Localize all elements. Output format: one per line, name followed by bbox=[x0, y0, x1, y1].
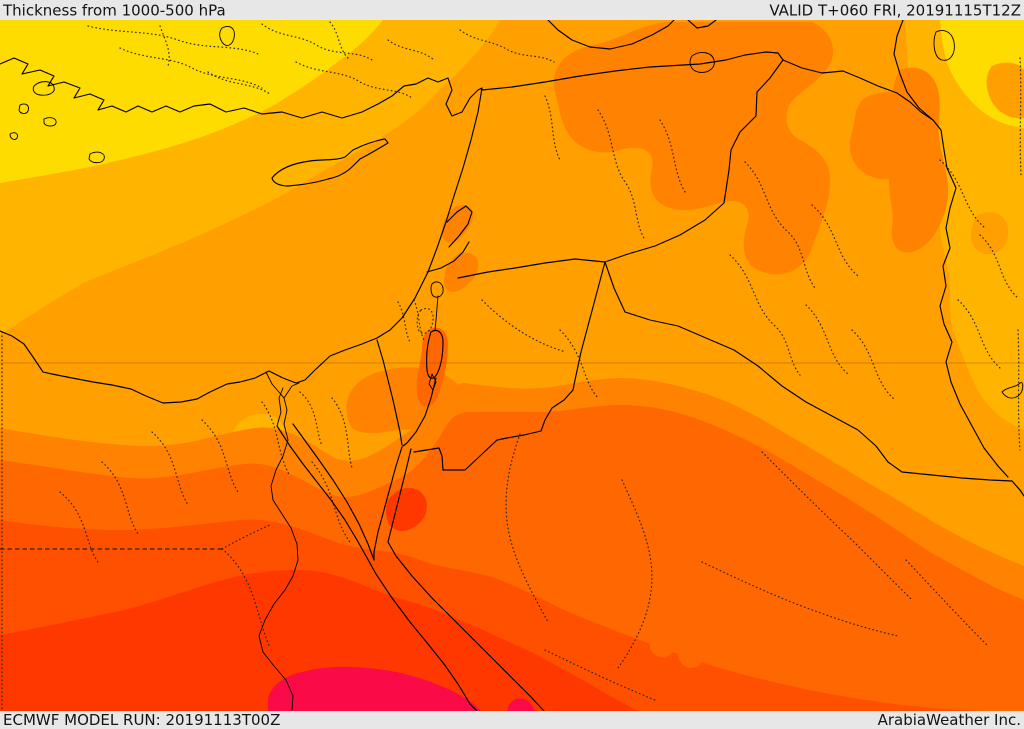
lake-galilee bbox=[430, 281, 444, 298]
border-israel-egypt bbox=[376, 339, 403, 446]
patch-orange-red-spot-1 bbox=[650, 632, 676, 658]
admin-border bbox=[329, 21, 349, 59]
patch-orange-iran bbox=[986, 62, 1024, 119]
coastline-mediterranean bbox=[0, 57, 483, 404]
admin-border-west-bank bbox=[416, 307, 434, 334]
border-israel-jordan-arava bbox=[402, 377, 437, 447]
island-cyprus bbox=[271, 138, 389, 187]
island-rhodes bbox=[88, 151, 105, 164]
coastline-red-sea-east bbox=[387, 448, 545, 711]
admin-border bbox=[544, 649, 656, 701]
border-syria-jordan bbox=[457, 258, 606, 279]
thickness-contour-fills bbox=[0, 20, 1024, 711]
border-lebanon-south bbox=[426, 241, 470, 273]
jordan-river bbox=[434, 295, 439, 331]
admin-border bbox=[87, 25, 259, 55]
island-lesbos bbox=[32, 81, 55, 96]
patch-red-suez bbox=[386, 487, 427, 532]
suez-canal bbox=[276, 387, 284, 427]
admin-border bbox=[413, 299, 425, 341]
coastline-shatt-al-arab bbox=[1001, 382, 1024, 399]
admin-border bbox=[505, 433, 549, 623]
header-bar bbox=[0, 0, 1024, 20]
attribution-label: ArabiaWeather Inc. bbox=[878, 711, 1021, 729]
border-turkey-syria bbox=[481, 51, 784, 91]
island-chios bbox=[18, 103, 29, 114]
patch-dark-orange-lebanon-1 bbox=[441, 204, 474, 243]
admin-border bbox=[544, 95, 561, 161]
admin-border bbox=[1019, 57, 1022, 176]
geography-lines bbox=[0, 20, 1024, 711]
border-turkey-iraq bbox=[782, 59, 934, 121]
band-crimson-bottom bbox=[268, 666, 481, 711]
admin-border bbox=[811, 204, 859, 277]
model-run-label: ECMWF MODEL RUN: 20191113T00Z bbox=[3, 711, 280, 729]
admin-border bbox=[659, 119, 686, 193]
admin-border bbox=[207, 71, 271, 95]
border-jordan-saudi bbox=[413, 261, 606, 471]
admin-border bbox=[387, 39, 435, 61]
admin-border bbox=[331, 397, 353, 469]
admin-border bbox=[851, 329, 896, 401]
patch-orange-red-spot-2 bbox=[677, 644, 704, 668]
admin-border bbox=[979, 234, 1019, 299]
admin-border bbox=[397, 301, 411, 343]
band-red-south bbox=[0, 570, 639, 711]
border-turkey-iran-iraq-iran bbox=[893, 20, 1009, 478]
patch-orange-red-dead-sea bbox=[416, 327, 448, 407]
lake-van bbox=[689, 52, 715, 73]
coastline-gulf-of-aqaba-west bbox=[373, 446, 403, 561]
map-title: Thickness from 1000-500 hPa bbox=[2, 2, 226, 20]
coastline-gulf-of-suez-west bbox=[276, 425, 478, 711]
band-yellow-northwest bbox=[0, 20, 383, 183]
border-syria-iraq bbox=[604, 59, 784, 263]
valid-time-label: VALID T+060 FRI, 20191115T12Z bbox=[769, 2, 1021, 20]
admin-border bbox=[261, 23, 373, 61]
admin-border bbox=[729, 254, 801, 376]
admin-border bbox=[201, 419, 239, 493]
nile-river bbox=[258, 397, 299, 711]
band-crimson-bottom-2 bbox=[507, 698, 535, 711]
admin-border bbox=[261, 401, 291, 477]
island-samos bbox=[43, 117, 57, 127]
admin-border bbox=[481, 299, 567, 353]
admin-border bbox=[311, 461, 351, 543]
island-small bbox=[9, 132, 18, 140]
admin-border bbox=[59, 491, 99, 563]
admin-border bbox=[559, 329, 599, 399]
coastline-sinai-west bbox=[292, 423, 375, 561]
nile-delta-branch-west bbox=[265, 371, 285, 399]
admin-border bbox=[957, 299, 1001, 369]
coastline-persian-gulf bbox=[1011, 480, 1024, 497]
admin-border bbox=[597, 109, 646, 241]
border-iraq-saudi bbox=[604, 261, 1013, 482]
admin-border bbox=[159, 25, 170, 67]
coastline-black-sea-2 bbox=[687, 20, 717, 29]
admin-border bbox=[151, 431, 189, 506]
admin-border bbox=[744, 161, 816, 289]
patch-orange-iran-2 bbox=[970, 212, 1009, 255]
admin-borders bbox=[0, 21, 1022, 711]
admin-border bbox=[295, 61, 413, 99]
border-lebanon-north bbox=[446, 205, 473, 248]
admin-border bbox=[221, 523, 273, 550]
admin-border bbox=[459, 29, 555, 63]
dead-sea bbox=[426, 329, 444, 379]
lake-tuz bbox=[219, 26, 235, 46]
admin-border bbox=[221, 548, 271, 649]
admin-border bbox=[1017, 329, 1021, 451]
nile-delta-branch-east bbox=[283, 382, 300, 399]
coastline-black-sea bbox=[547, 20, 675, 50]
footer-bar bbox=[0, 711, 1024, 729]
patch-dark-orange-iran-column bbox=[888, 67, 949, 253]
lake-urmia bbox=[933, 30, 955, 61]
